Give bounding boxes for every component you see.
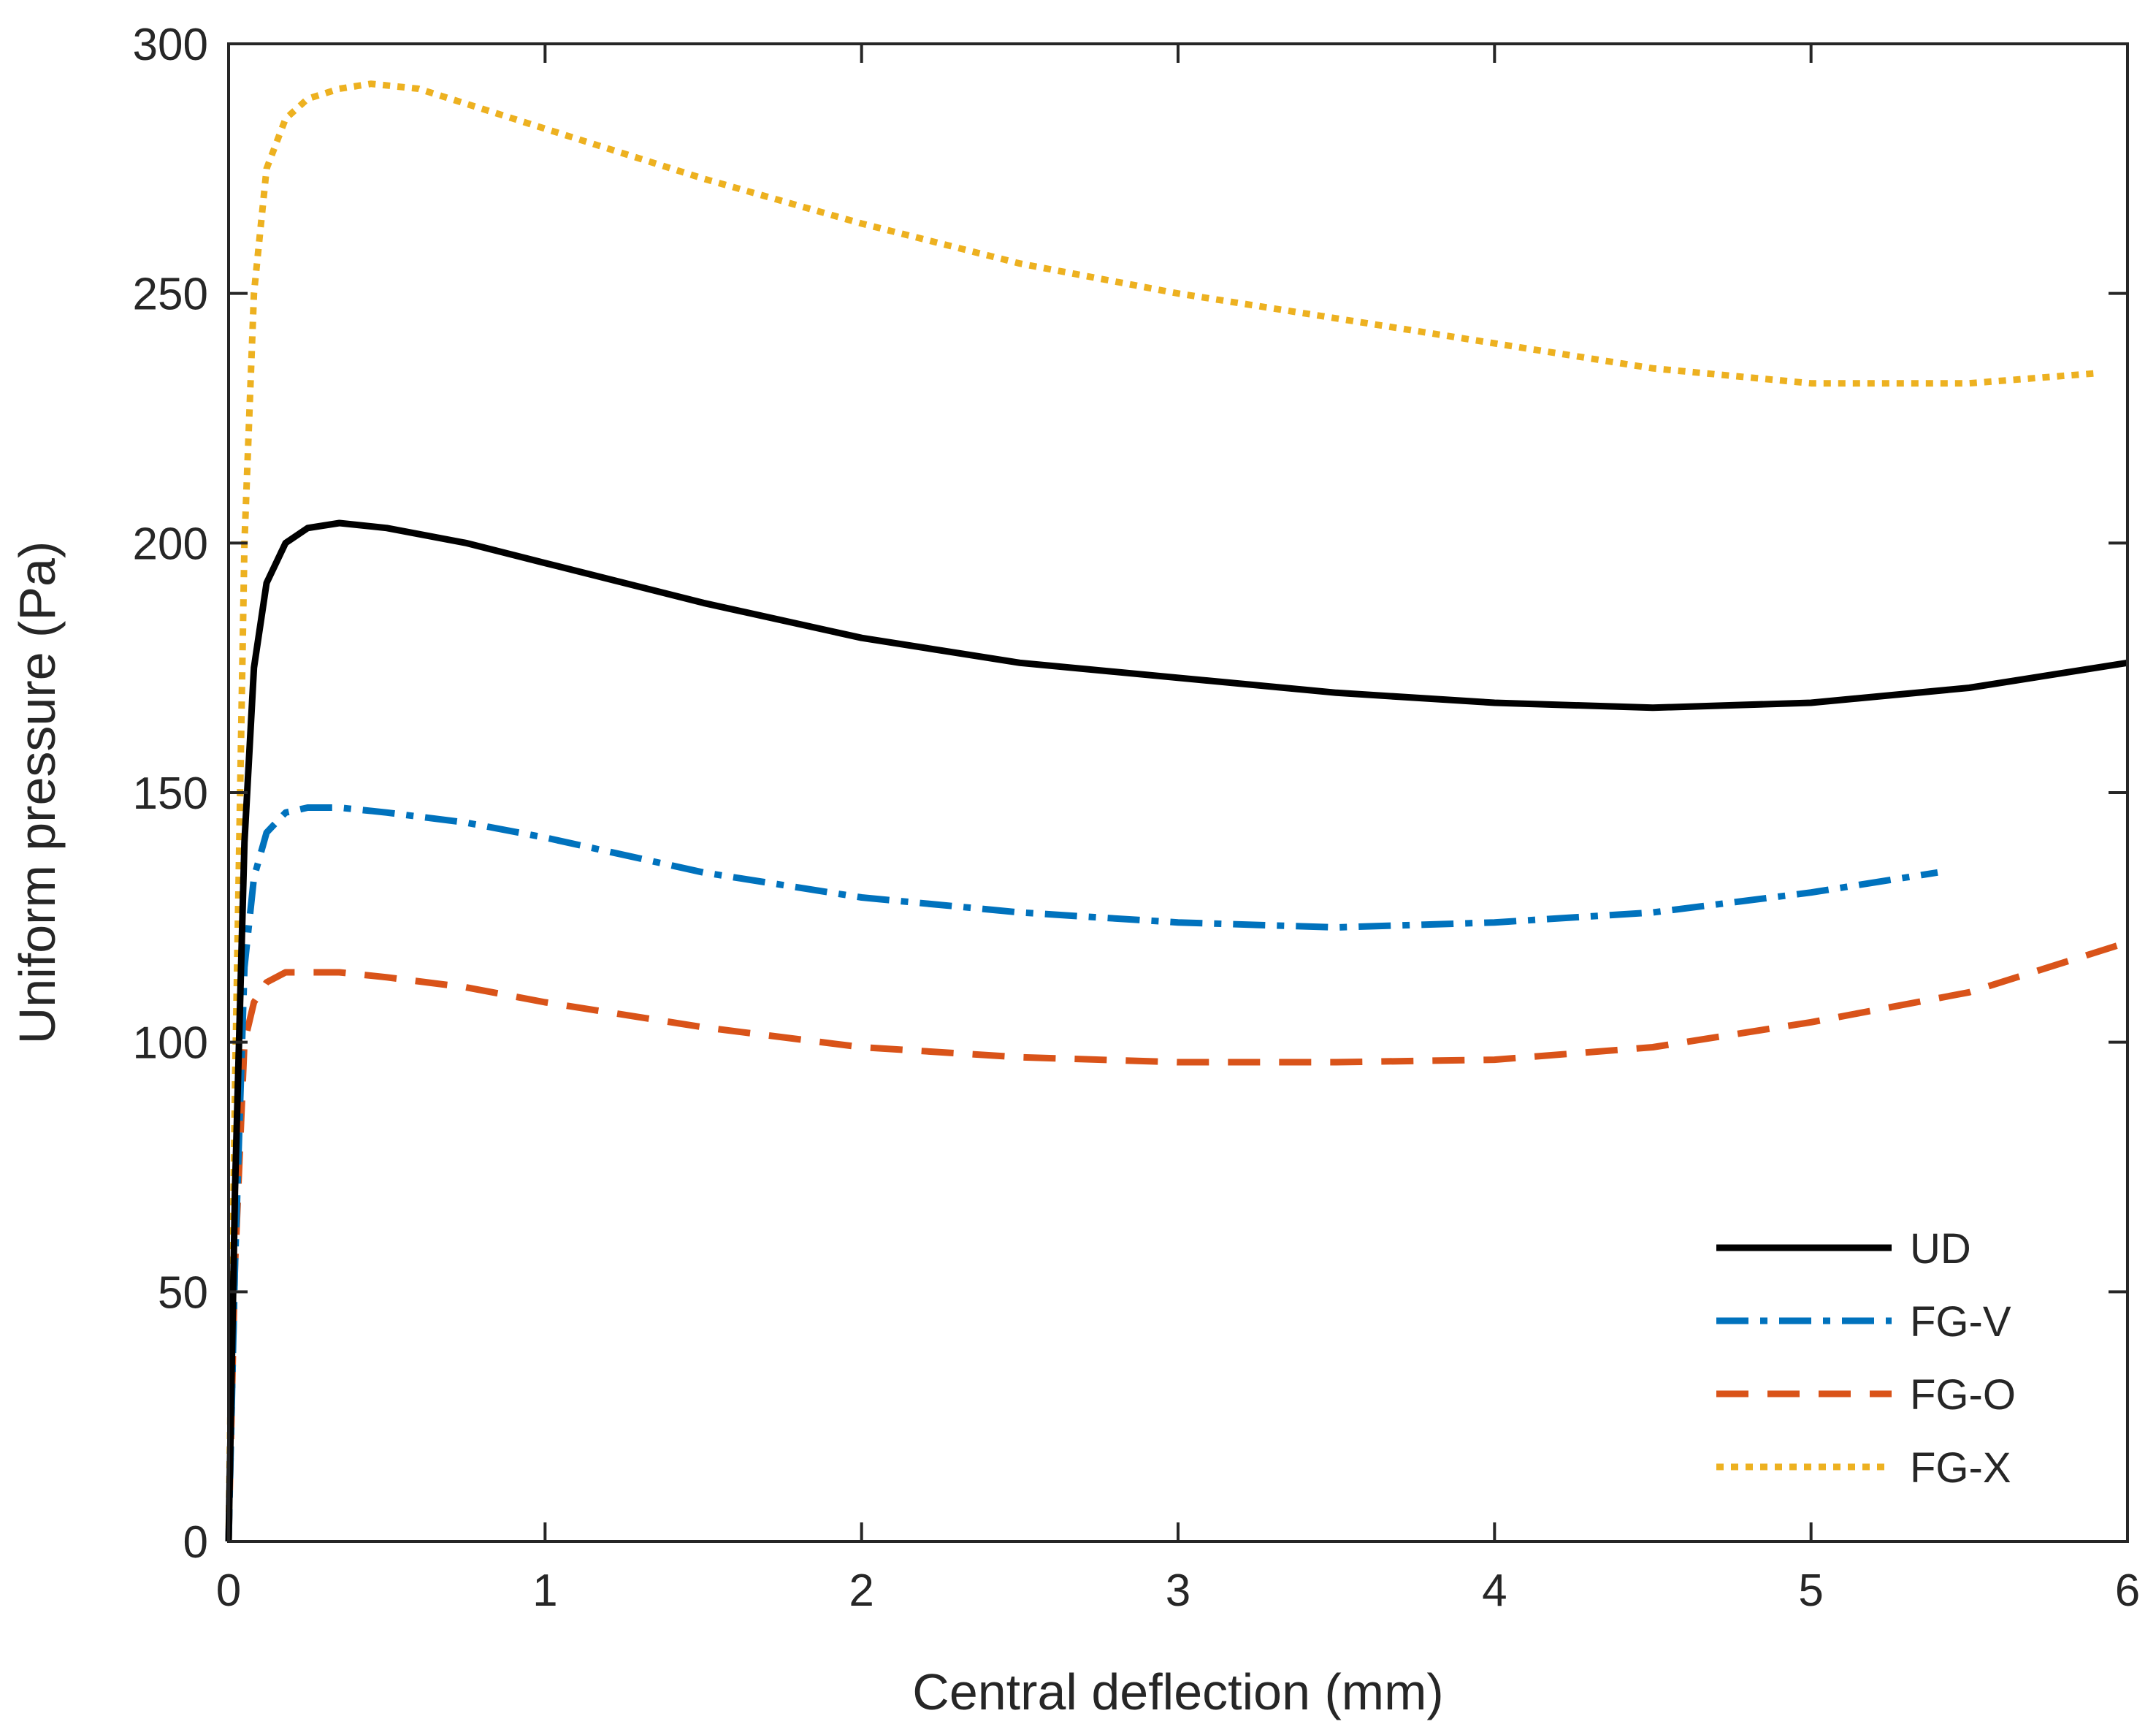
legend-label-fg-x: FG-X: [1910, 1444, 2011, 1492]
legend-box: [1705, 1216, 2012, 1509]
x-tick-label: 1: [532, 1566, 557, 1616]
x-tick-label: 5: [1798, 1566, 1823, 1616]
legend-label-fg-v: FG-V: [1910, 1298, 2011, 1346]
y-tick-label: 0: [183, 1517, 208, 1568]
series-layer: [225, 80, 2129, 1542]
y-tick-label: 300: [133, 20, 208, 70]
series-line-fg-o: [225, 939, 2129, 1542]
plot-frame: [227, 42, 2129, 1543]
tick-layer: 0 1 2 3 4 5 6 0 50 100 150 200 250 300: [133, 20, 2141, 1616]
y-tick-label: 150: [133, 769, 208, 819]
y-tick-label: 250: [133, 270, 208, 320]
y-tick-label: 50: [158, 1267, 208, 1318]
y-tick-label: 200: [133, 519, 208, 569]
x-tick-label: 3: [1166, 1566, 1190, 1616]
series-line-fg-x: [225, 80, 2097, 1542]
legend-label-ud: UD: [1910, 1225, 1971, 1273]
x-tick-label: 2: [849, 1566, 874, 1616]
x-tick-label: 6: [2115, 1566, 2140, 1616]
x-tick-label: 0: [216, 1566, 241, 1616]
series-line-ud: [225, 519, 2128, 1542]
y-axis-title: Uniform pressure (Pa): [9, 541, 66, 1045]
legend: UD FG-V FG-O FG-X: [1705, 1216, 2016, 1509]
legend-label-fg-o: FG-O: [1910, 1371, 2016, 1419]
x-tick-label: 4: [1482, 1566, 1507, 1616]
series-line-fg-v: [225, 804, 1938, 1542]
y-tick-label: 100: [133, 1018, 208, 1069]
x-axis-title: Central deflection (mm): [912, 1663, 1443, 1720]
